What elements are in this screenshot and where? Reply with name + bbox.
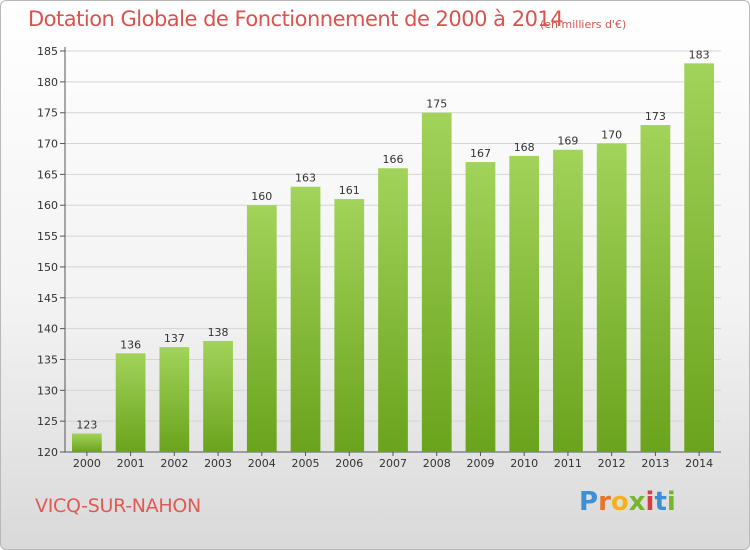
x-tick-label: 2007 [379,457,407,470]
bar-value-label: 173 [645,110,666,123]
bar-2000 [71,433,102,452]
x-tick-label: 2009 [466,457,494,470]
x-tick-label: 2008 [423,457,451,470]
bar-value-label: 169 [557,135,578,148]
x-tick-label: 2000 [73,457,101,470]
bar-value-label: 161 [339,184,360,197]
chart-subtitle: (en milliers d'€) [540,18,627,31]
bar-value-label: 166 [383,153,404,166]
bar-value-label: 167 [470,147,491,160]
bar-2001 [115,353,146,452]
logo-letter: P [579,487,599,517]
y-tick-label: 155 [37,230,58,243]
commune-name: VICQ-SUR-NAHON [35,495,201,517]
x-tick-label: 2004 [248,457,276,470]
bar-2008 [421,112,452,452]
y-tick-label: 120 [37,446,58,459]
bar-2013 [640,125,671,453]
x-tick-label: 2011 [554,457,582,470]
bar-value-label: 137 [164,332,185,345]
y-tick-label: 125 [37,415,58,428]
y-tick-label: 150 [37,261,58,274]
bar-value-label: 136 [120,338,141,351]
bar-value-label: 168 [514,141,535,154]
bar-value-label: 183 [689,48,710,61]
proxiti-logo[interactable]: Proxiti [579,487,676,517]
x-tick-label: 2005 [292,457,320,470]
bar-value-label: 138 [208,326,229,339]
bar-2007 [378,168,408,452]
bar-2011 [553,149,583,452]
y-tick-label: 185 [37,45,58,58]
bar-value-label: 170 [601,129,622,142]
bar-2006 [334,199,365,452]
bar-value-label: 160 [251,190,272,203]
bar-value-label: 175 [426,98,447,111]
y-tick-label: 180 [37,76,58,89]
x-tick-label: 2006 [335,457,363,470]
y-tick-label: 135 [37,353,58,366]
chart-title: Dotation Globale de Fonctionnement de 20… [28,7,564,31]
bar-2012 [596,143,627,453]
bar-2004 [246,205,277,452]
logo-letter: i [645,487,655,517]
x-tick-label: 2002 [160,457,188,470]
x-tick-label: 2010 [510,457,538,470]
y-tick-label: 160 [37,199,58,212]
logo-letter: o [610,487,629,517]
y-tick-label: 145 [37,292,58,305]
bars [71,63,715,453]
bar-value-label: 163 [295,172,316,185]
labels: 120 125 130 135 140 145 150 155 160 165 170 175 180 1… [37,45,713,470]
bar-2003 [203,340,233,452]
logo-letter: r [598,487,611,517]
x-tick-label: 2012 [598,457,626,470]
logo-letter: t [654,487,667,517]
y-tick-label: 140 [37,323,58,336]
y-tick-label: 175 [37,107,58,120]
x-tick-label: 2003 [204,457,232,470]
bar-2014 [684,63,715,452]
y-tick-label: 170 [37,138,58,151]
bar-2009 [465,162,496,453]
x-tick-label: 2013 [641,457,669,470]
bar-2002 [159,347,190,452]
bar-2005 [290,186,321,452]
y-tick-label: 130 [37,384,58,397]
x-tick-label: 2001 [117,457,145,470]
logo-letter: i [666,487,676,517]
x-tick-label: 2014 [685,457,713,470]
y-tick-label: 165 [37,168,58,181]
logo-letter: x [628,487,646,517]
bar-2010 [509,155,540,452]
bar-value-label: 123 [76,418,97,431]
